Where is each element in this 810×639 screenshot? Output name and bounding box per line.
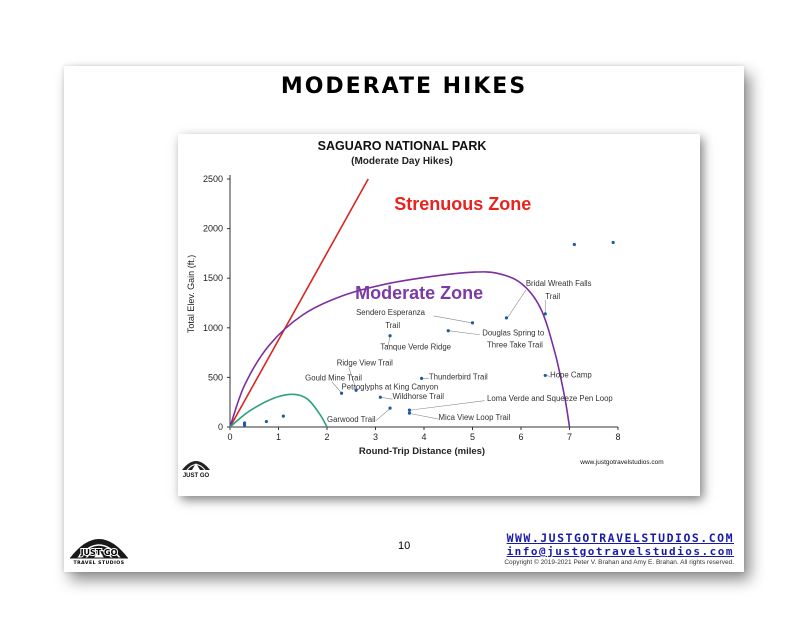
x-tick-label: 0 bbox=[227, 432, 232, 442]
x-tick-label: 1 bbox=[276, 432, 281, 442]
chart-watermark: www.justgotravelstudios.com bbox=[579, 459, 663, 466]
point-label: Wildhorse Trail bbox=[392, 392, 444, 401]
point-label: Gould Mine Trail bbox=[305, 373, 362, 382]
data-point bbox=[611, 240, 615, 245]
footer-links: WWW.JUSTGOTRAVELSTUDIOS.COM info@justgot… bbox=[504, 531, 734, 566]
website-link[interactable]: WWW.JUSTGOTRAVELSTUDIOS.COM bbox=[506, 531, 734, 545]
point-label-continued: Trail bbox=[545, 292, 560, 301]
point-label: Garwood Trail bbox=[327, 415, 376, 424]
point-label-continued: Petroglyphs at King Canyon bbox=[342, 382, 439, 391]
leader-line bbox=[449, 330, 480, 336]
data-point bbox=[378, 395, 382, 399]
y-tick-label: 500 bbox=[208, 372, 223, 382]
x-tick-label: 4 bbox=[421, 432, 426, 442]
data-point bbox=[446, 329, 450, 333]
data-point bbox=[504, 316, 509, 320]
x-tick-label: 5 bbox=[470, 432, 475, 442]
strenuous-boundary-line bbox=[229, 178, 369, 428]
data-point bbox=[572, 242, 576, 247]
y-tick-label: 0 bbox=[218, 422, 223, 432]
data-point bbox=[339, 391, 344, 395]
data-point bbox=[407, 411, 412, 415]
data-point bbox=[388, 406, 392, 410]
y-tick-label: 2000 bbox=[203, 224, 223, 234]
data-point bbox=[543, 373, 547, 378]
point-label: Hope Camp bbox=[550, 370, 592, 379]
x-tick-label: 8 bbox=[615, 432, 620, 442]
logo-text: JUST GO bbox=[80, 548, 118, 557]
leader-line bbox=[380, 396, 393, 400]
data-point bbox=[543, 312, 547, 316]
data-point bbox=[470, 321, 475, 325]
svg-text:JUST GO: JUST GO bbox=[183, 473, 210, 479]
data-point bbox=[419, 376, 424, 380]
data-point bbox=[264, 419, 268, 424]
x-axis-label: Round-Trip Distance (miles) bbox=[359, 446, 485, 457]
data-point bbox=[281, 414, 285, 418]
elevation-distance-chart: SAGUARO NATIONAL PARK (Moderate Day Hike… bbox=[182, 139, 664, 479]
leader-line bbox=[546, 375, 551, 377]
leader-line bbox=[331, 381, 342, 393]
chart-panel: SAGUARO NATIONAL PARK (Moderate Day Hike… bbox=[178, 134, 700, 496]
point-label: Tanque Verde Ridge bbox=[380, 343, 451, 352]
email-link[interactable]: info@justgotravelstudios.com bbox=[506, 545, 734, 558]
x-tick-label: 3 bbox=[373, 432, 378, 442]
slide: MODERATE HIKES SAGUARO NATIONAL PARK (Mo… bbox=[64, 66, 744, 572]
leader-line bbox=[507, 289, 527, 319]
chart-logo: JUST GO bbox=[182, 461, 210, 479]
point-label-continued: Three Take Trail bbox=[487, 341, 543, 350]
leader-line bbox=[410, 413, 439, 420]
copyright-text: Copyright © 2019-2021 Peter V. Brahan an… bbox=[504, 559, 734, 566]
zone-label: Moderate Zone bbox=[355, 283, 483, 303]
page-number: 10 bbox=[398, 540, 411, 552]
data-point bbox=[354, 388, 358, 392]
leader-line bbox=[387, 336, 391, 348]
logo-subtext: TRAVEL STUDIOS bbox=[73, 560, 124, 566]
slide-title: MODERATE HIKES bbox=[280, 74, 528, 99]
x-tick-label: 6 bbox=[518, 432, 523, 442]
point-label: Loma Verde and Squeeze Pen Loop bbox=[487, 394, 613, 403]
y-tick-label: 1500 bbox=[203, 273, 223, 283]
point-label-continued: Trail bbox=[385, 321, 400, 330]
data-point bbox=[407, 408, 412, 412]
point-label: Mica View Loop Trail bbox=[439, 413, 511, 422]
point-label: Thunderbird Trail bbox=[429, 372, 488, 381]
chart-subtitle: (Moderate Day Hikes) bbox=[351, 156, 453, 167]
x-tick-label: 2 bbox=[324, 432, 329, 442]
brand-logo: JUST GO TRAVEL STUDIOS bbox=[64, 522, 144, 566]
point-label: Ridge View Trail bbox=[337, 358, 393, 367]
leader-line bbox=[348, 367, 357, 390]
point-label: Bridal Wreath Falls bbox=[526, 279, 592, 288]
y-tick-label: 1000 bbox=[203, 323, 223, 333]
data-point bbox=[242, 421, 247, 425]
point-label: Sendero Esperanza bbox=[356, 308, 426, 317]
y-axis-label: Total Elev. Gain (ft.) bbox=[186, 255, 196, 333]
chart-title: SAGUARO NATIONAL PARK bbox=[318, 139, 487, 153]
zone-label: Strenuous Zone bbox=[394, 194, 531, 214]
point-label: Douglas Spring to bbox=[482, 329, 545, 338]
easy-boundary-curve bbox=[229, 393, 328, 428]
leader-line bbox=[410, 400, 485, 411]
x-tick-label: 7 bbox=[567, 432, 572, 442]
leader-line bbox=[375, 408, 391, 422]
leader-line bbox=[433, 315, 472, 324]
moderate-boundary-curve bbox=[229, 271, 571, 428]
data-point bbox=[388, 334, 392, 338]
y-tick-label: 2500 bbox=[203, 174, 223, 184]
